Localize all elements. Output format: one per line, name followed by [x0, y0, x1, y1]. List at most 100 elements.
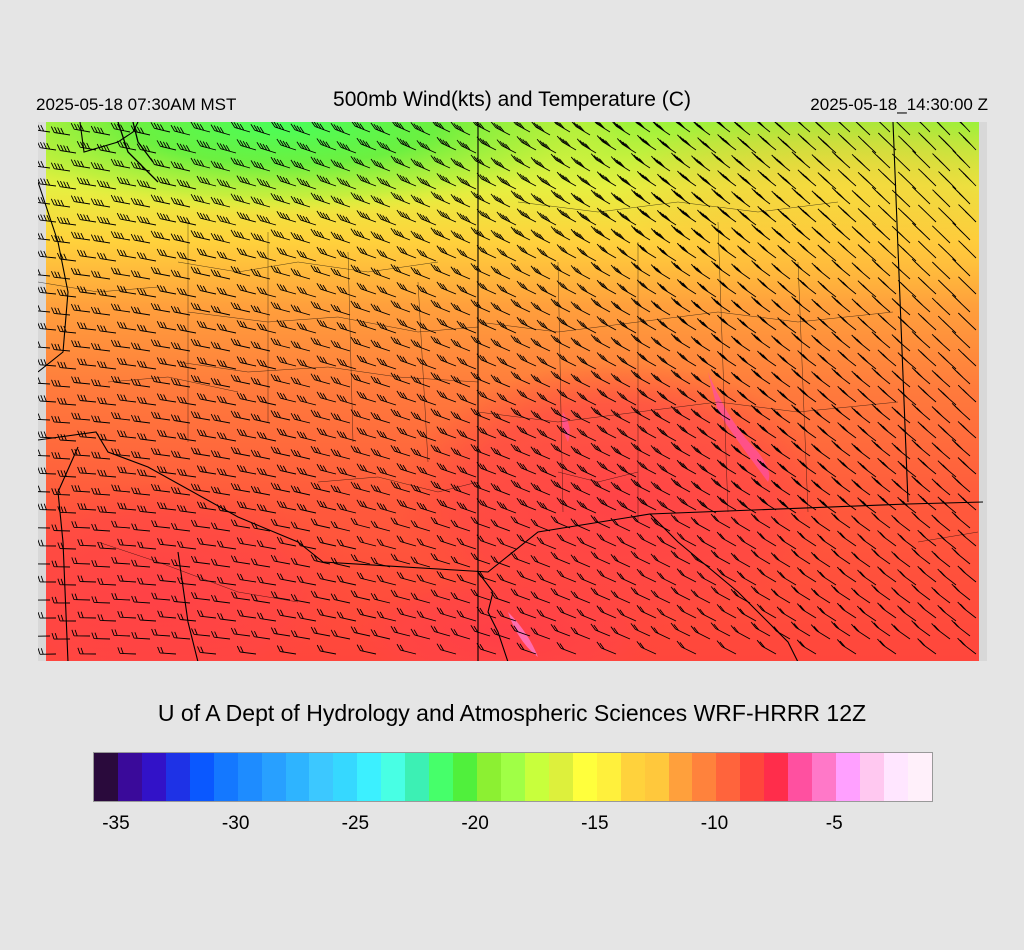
wind-barb [796, 567, 817, 583]
wind-barb [636, 207, 657, 223]
wind-barb [536, 283, 557, 298]
wind-barb [76, 213, 97, 223]
wind-barb [316, 427, 337, 439]
wind-barb [130, 197, 151, 208]
wind-barb [51, 379, 71, 388]
wind-barb [810, 588, 831, 604]
wind-barb [716, 640, 737, 655]
wind-barb [250, 449, 271, 460]
wind-barb [38, 449, 51, 457]
colorbar-swatch [429, 753, 454, 801]
colorbar-tick-label: -5 [825, 813, 843, 834]
wind-barb [256, 322, 277, 334]
wind-barb [296, 286, 317, 298]
wind-barb [616, 572, 637, 586]
wind-barb [490, 446, 511, 460]
wind-barb [310, 554, 331, 565]
wind-barb [696, 390, 717, 406]
wind-barb [536, 211, 557, 226]
wind-barb [350, 445, 371, 457]
wind-barb [691, 191, 711, 208]
wind-barb [176, 323, 197, 334]
wind-barb [476, 498, 497, 511]
wind-barb [656, 246, 677, 262]
wind-barb [410, 592, 431, 604]
wind-barb [350, 300, 371, 313]
wind-barb [550, 407, 571, 421]
wind-barb [857, 171, 877, 190]
wind-barb [952, 258, 971, 277]
wind-barb [650, 553, 671, 568]
wind-barb [150, 447, 171, 457]
wind-barb [516, 461, 537, 475]
wind-barb [450, 374, 471, 388]
wind-barb [536, 392, 557, 406]
wind-barb [736, 462, 757, 478]
wind-barb [652, 122, 671, 136]
wind-barb [97, 578, 117, 586]
wind-barb [917, 493, 937, 511]
wind-barb [937, 388, 957, 406]
wind-barb [416, 357, 437, 370]
wind-barb [897, 352, 917, 370]
wind-barb [410, 194, 431, 208]
wind-barb [430, 408, 451, 421]
wind-barb [817, 389, 837, 406]
wind-barb [776, 534, 797, 550]
wind-barb [630, 153, 651, 169]
wind-barb [716, 568, 737, 583]
wind-barb [316, 391, 337, 403]
wind-barb [917, 565, 937, 583]
wind-barb [716, 351, 737, 367]
wind-barb [612, 122, 631, 136]
wind-barb [230, 410, 251, 421]
wind-barb [70, 122, 91, 133]
wind-barb [957, 565, 977, 583]
wind-barb [370, 267, 391, 280]
wind-barb [330, 448, 351, 460]
wind-barb [476, 462, 497, 475]
wind-barb [610, 445, 631, 460]
wind-barb [236, 247, 257, 259]
wind-barb [590, 515, 611, 529]
wind-barb [130, 378, 151, 388]
wind-barb [596, 460, 617, 475]
wind-barb [51, 415, 71, 424]
wind-barb [176, 142, 197, 154]
wind-barb [771, 371, 791, 388]
wind-barb [857, 497, 877, 514]
wind-barb [236, 537, 257, 547]
wind-barb [797, 169, 817, 187]
wind-barb [416, 610, 437, 622]
wind-barb [276, 174, 297, 187]
wind-barb [957, 637, 977, 655]
wind-barb [430, 335, 451, 349]
wind-barb [130, 233, 151, 244]
wind-barb [250, 594, 271, 604]
wind-barb [756, 639, 777, 655]
wind-barb [871, 295, 891, 313]
wind-barb [130, 125, 151, 136]
wind-barb [290, 340, 311, 352]
wind-barb [136, 469, 157, 478]
wind-barb [490, 483, 511, 496]
wind-barb [38, 178, 57, 187]
wind-barb [136, 288, 157, 298]
wind-barb [716, 495, 737, 511]
wind-barb [270, 482, 291, 493]
wind-barb [656, 499, 677, 514]
wind-barb [630, 514, 651, 529]
wind-barb [696, 571, 717, 586]
wind-barb [310, 192, 331, 205]
wind-barb [710, 550, 731, 565]
wind-barb [897, 243, 917, 262]
wind-barb [550, 479, 571, 493]
wind-barb [70, 231, 91, 241]
wind-barb [430, 589, 451, 601]
wind-barb [216, 323, 237, 334]
wind-barb [891, 623, 911, 640]
wind-barb [116, 212, 137, 223]
wind-barb [330, 303, 351, 316]
wind-barb [650, 264, 671, 280]
wind-barb [350, 481, 371, 493]
